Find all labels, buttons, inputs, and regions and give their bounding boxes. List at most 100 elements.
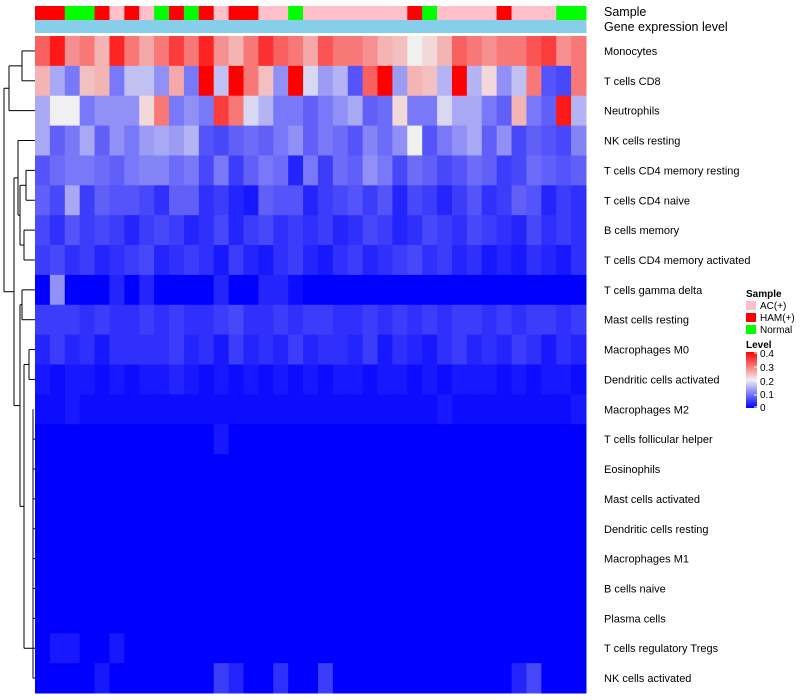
- heatmap-cell: [273, 364, 289, 395]
- sample-annotation-cell: [407, 6, 423, 20]
- heatmap-cell: [466, 663, 483, 694]
- heatmap-cell: [362, 36, 379, 67]
- heatmap-cell: [94, 274, 110, 306]
- heatmap-cell: [243, 245, 259, 276]
- heatmap-cell: [258, 185, 274, 216]
- heatmap-cell: [481, 483, 498, 515]
- heatmap-cell: [303, 543, 319, 575]
- heatmap-cell: [35, 424, 51, 455]
- heatmap-cell: [303, 573, 319, 604]
- heatmap-cell: [571, 155, 587, 186]
- heatmap-cell: [496, 633, 513, 664]
- heatmap-cell: [139, 663, 155, 694]
- heatmap-cell: [422, 573, 438, 604]
- heatmap-cell: [49, 454, 66, 485]
- heatmap-cell: [511, 185, 527, 216]
- heatmap-cell: [317, 364, 334, 395]
- heatmap-cell: [362, 125, 379, 156]
- heatmap-cell: [183, 304, 200, 336]
- heatmap-cell: [541, 603, 557, 634]
- heatmap-cell: [407, 394, 423, 425]
- heatmap-cell: [64, 483, 81, 515]
- heatmap-cell: [496, 125, 513, 156]
- heatmap-cell: [94, 603, 110, 634]
- heatmap-cell: [526, 663, 542, 694]
- heatmap-cell: [556, 573, 572, 604]
- heatmap-cell: [213, 185, 230, 216]
- heatmap-cell: [451, 663, 468, 694]
- heatmap-cell: [526, 543, 542, 575]
- heatmap-cell: [139, 245, 155, 276]
- heatmap-cell: [49, 274, 66, 306]
- heatmap-cell: [407, 245, 423, 276]
- heatmap-cell: [273, 603, 289, 634]
- row-label: T cells follicular helper: [604, 434, 713, 446]
- heatmap-cell: [228, 215, 244, 246]
- heatmap-cell: [243, 364, 259, 395]
- heatmap-cell: [377, 65, 393, 97]
- heatmap-cell: [79, 663, 96, 694]
- heatmap-cell: [288, 215, 304, 246]
- heatmap-cell: [481, 603, 498, 634]
- heatmap-cell: [64, 304, 81, 336]
- heatmap-cell: [49, 513, 66, 545]
- row-labels: Monocytes T cells CD8 Neutrophils NK cells …: [604, 46, 751, 685]
- sample-annotation-cell: [124, 6, 140, 20]
- heatmap-cell: [139, 543, 155, 575]
- heatmap-cell: [228, 36, 244, 67]
- heatmap-cell: [303, 274, 319, 306]
- heatmap-cell: [466, 454, 483, 485]
- heatmap-cell: [451, 513, 468, 545]
- legend-label-ham: HAM(+): [760, 313, 795, 324]
- heatmap-cell: [362, 513, 379, 545]
- heatmap-cell: [243, 65, 259, 97]
- expression-annotation-cell: [556, 20, 572, 33]
- heatmap-cell: [541, 394, 557, 425]
- expression-annotation-cell: [303, 20, 319, 33]
- heatmap-cell: [571, 274, 587, 306]
- heatmap-cell: [422, 334, 438, 365]
- heatmap-cell: [422, 304, 438, 336]
- heatmap-cell: [437, 454, 453, 485]
- heatmap-cell: [347, 483, 364, 515]
- heatmap-cell: [571, 424, 587, 455]
- heatmap-cell: [571, 185, 587, 216]
- heatmap-cell: [243, 454, 259, 485]
- heatmap-cell: [347, 364, 364, 395]
- sample-annotation-cell: [511, 6, 527, 20]
- heatmap-cell: [154, 543, 170, 575]
- heatmap-cell: [35, 304, 51, 336]
- row-label: Dendritic cells resting: [604, 524, 709, 536]
- heatmap-cell: [332, 334, 349, 365]
- sample-annotation-cell: [243, 6, 259, 20]
- heatmap-cell: [377, 95, 393, 127]
- heatmap-cell: [392, 65, 408, 97]
- sample-annotation-cell: [198, 6, 215, 20]
- heatmap-cell: [79, 454, 96, 485]
- heatmap-cell: [169, 245, 185, 276]
- heatmap-cell: [481, 125, 498, 156]
- heatmap-cell: [422, 633, 438, 664]
- heatmap-cell: [407, 543, 423, 575]
- heatmap-cell: [407, 215, 423, 246]
- heatmap-cell: [139, 633, 155, 664]
- expression-annotation-cell: [481, 20, 498, 33]
- heatmap-cell: [332, 215, 349, 246]
- sample-annotation-cell: [109, 6, 125, 20]
- heatmap-cell: [332, 95, 349, 127]
- heatmap-cell: [556, 513, 572, 545]
- heatmap-cell: [466, 483, 483, 515]
- heatmap-cell: [377, 215, 393, 246]
- heatmap-cell: [35, 663, 51, 694]
- legend-swatch-ham: [746, 313, 756, 322]
- sample-annotation-track: [35, 6, 587, 20]
- heatmap-cell: [258, 304, 274, 336]
- heatmap-cell: [79, 394, 96, 425]
- heatmap-cell: [466, 364, 483, 395]
- heatmap-cell: [422, 513, 438, 545]
- row-label: Eosinophils: [604, 464, 661, 476]
- heatmap-cell: [258, 364, 274, 395]
- sample-annotation-cell: [317, 6, 334, 20]
- heatmap-cell: [362, 543, 379, 575]
- heatmap-cell: [79, 543, 96, 575]
